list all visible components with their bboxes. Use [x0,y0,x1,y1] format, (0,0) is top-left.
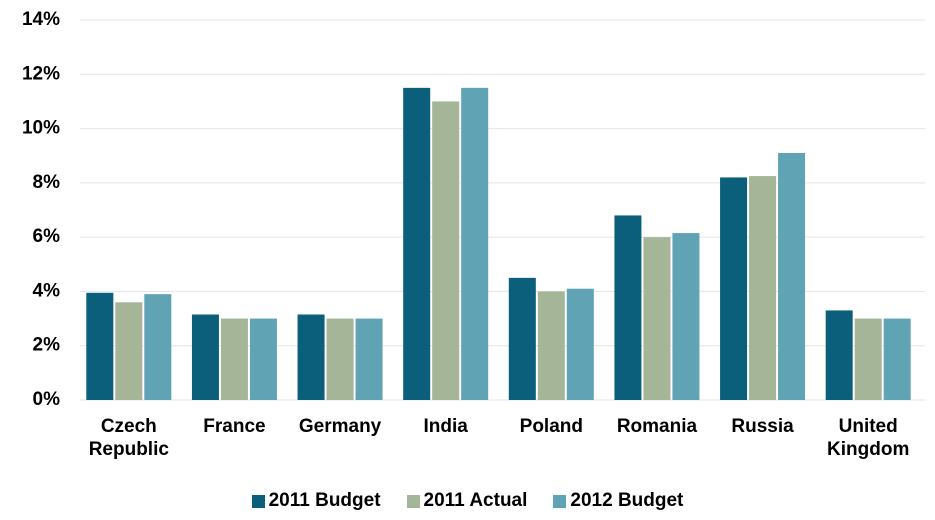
legend-label: 2011 Budget [268,490,381,511]
y-tick-label: 4% [33,280,61,301]
x-tick-label: Czech Republic [88,416,169,460]
x-tick-label: Romania [616,416,698,437]
bar [355,318,383,400]
legend-swatch [251,494,265,508]
bar [614,215,642,400]
bar [144,294,172,400]
bar [191,314,219,400]
x-tick-label: Poland [519,416,583,437]
bar [854,318,882,400]
legend-item: 2011 Actual [406,490,528,512]
y-tick-label: 12% [22,63,60,84]
x-tick-label: Germany [298,416,382,437]
bar [432,101,460,400]
bar [249,318,277,400]
bar [403,87,431,400]
bar [86,292,114,400]
y-tick-label: 10% [22,118,60,139]
x-tick-label: France [203,416,266,437]
bar [672,233,700,400]
bar [883,318,911,400]
y-tick-label: 14% [22,9,60,30]
bar [508,277,536,400]
bar [537,291,565,400]
y-tick-label: 8% [33,172,61,193]
bar [749,176,777,400]
x-tick-label: United Kingdom [827,416,910,460]
legend-item: 2012 Budget [553,490,683,512]
bar [326,318,354,400]
bar [825,310,853,400]
y-tick-label: 6% [33,226,61,247]
bar [220,318,248,400]
bar [566,288,594,400]
bar [297,314,325,400]
bar [461,87,489,400]
bar [778,153,806,400]
legend-label: 2012 Budget [570,490,684,511]
plot: 0% 2% 4% 6% 8% 10% 12% 14% [22,9,925,410]
bar [115,302,143,400]
legend-label: 2011 Actual [423,490,528,511]
legend-item: 2011 Budget [251,490,381,512]
x-tick-label: India [423,416,468,437]
legend: 2011 Budget 2011 Actual 2012 Budget [0,490,935,512]
bar [643,237,671,400]
bar [720,177,748,400]
legend-swatch [406,494,420,508]
x-tick-label: Russia [731,416,794,437]
y-tick-label: 0% [33,389,61,410]
y-tick-label: 2% [33,335,61,356]
legend-swatch [553,494,567,508]
